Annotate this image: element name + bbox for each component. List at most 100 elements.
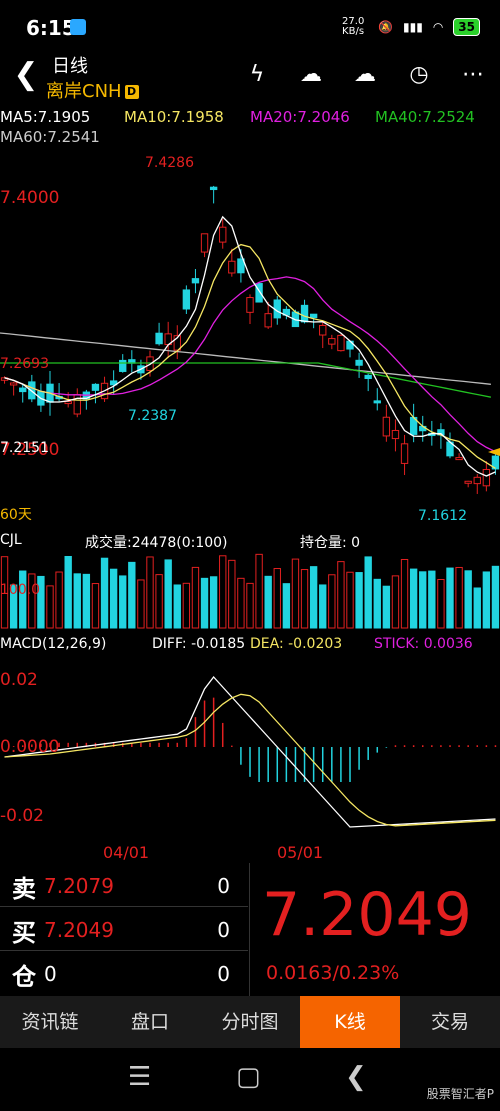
volume-bar [409,568,418,629]
low-annotation-1: 7.2387 [128,408,177,424]
ma5-line [4,215,496,477]
volume-bar [228,559,236,629]
macd-label: MACD(12,26,9) [0,636,107,652]
volume-bar [128,561,136,629]
position-row[interactable]: 仓 0 0 [0,951,248,994]
back-icon[interactable]: ❮ [13,57,39,92]
candlestick-chart[interactable] [0,148,500,528]
volume-bar [319,584,327,629]
bottom-tabs: 资讯链 盘口 分时图 K线 交易 [0,996,500,1048]
tab-intraday[interactable]: 分时图 [221,1011,279,1033]
sell-row[interactable]: 卖 7.2079 0 [0,863,248,907]
position-value: 0 [44,962,57,986]
volume-bar [273,568,281,629]
buy-key: 买 [12,919,36,947]
x-label-apr: 04/01 [103,843,150,862]
candle [400,443,409,464]
volume-bar [137,579,145,629]
buy-price: 7.2049 [44,918,114,942]
tab-orderbook[interactable]: 盘口 [130,1011,169,1033]
volume-bar [255,553,263,629]
macd-dea: DEA: -0.0203 [250,636,343,652]
divider [249,863,250,996]
ma60-line [0,332,491,385]
volume-bar [264,575,272,629]
candle [246,297,254,313]
menu-icon[interactable]: ☰ [128,1062,152,1092]
candle [209,186,218,191]
volume-bars [0,553,500,629]
candle [382,416,391,437]
volume-chart[interactable] [0,550,500,630]
volume-bar [209,576,218,629]
volume-bar [373,578,381,629]
volume-bar [219,555,227,629]
ma60-label: MA60:7.2541 [0,128,100,146]
tab-trade[interactable]: 交易 [430,1011,469,1033]
cloud-upload-icon[interactable]: ☁ [354,62,376,87]
volume-bar [73,573,81,629]
volume-bar [382,585,391,629]
volume-bar [237,577,245,629]
back-nav-icon[interactable]: ❮ [345,1062,367,1092]
play-store-icon [70,19,86,35]
ma20-line [4,276,496,453]
volume-bar [82,573,91,629]
candle [373,400,381,404]
candle [64,401,72,405]
ma20-label: MA20:7.2046 [250,108,350,126]
candle [309,313,318,319]
tab-kline[interactable]: K线 [300,996,400,1048]
price-change: 0.0163/0.23% [266,962,400,984]
candle [237,258,245,274]
macd-histogram [12,697,497,782]
wifi-icon: ◠ [432,20,444,34]
cloud-download-icon[interactable]: ☁ [300,62,322,87]
macd-chart[interactable] [0,655,500,840]
volume-bar [246,582,254,629]
buy-row[interactable]: 买 7.2049 0 [0,907,248,951]
sell-key: 卖 [12,875,36,903]
y-label-mid: 7.2693 [0,356,49,372]
volume-bar [191,566,200,629]
candle [182,289,191,310]
lightning-icon[interactable]: ϟ [249,62,265,87]
macd-y-mid: 0.0000 [0,737,60,757]
volume-bar [328,574,336,629]
volume-y-label: 100.0 [0,582,41,598]
volume-bar [282,583,291,629]
candle [19,387,27,393]
volume-bar [100,557,109,629]
candle [155,332,163,345]
candle [200,233,209,253]
candle [491,455,500,470]
candle [173,335,181,351]
candle [355,359,363,366]
y-label-low: 7.2500 [0,440,60,460]
mute-icon: 🔕 [378,20,393,34]
symbol-title[interactable]: 离岸CNH D [46,77,139,103]
volume-bar [173,584,181,629]
sell-price: 7.2079 [44,874,114,898]
volume-bar [64,555,72,629]
candle [319,324,327,336]
ma40-line [0,362,492,398]
signal-icon: ▮▮▮ [403,20,423,34]
macd-y-low: -0.02 [0,806,44,826]
candle [391,429,400,440]
volume-bar [0,556,9,629]
home-icon[interactable]: ▢ [236,1062,261,1092]
clock: 6:15 [26,16,76,40]
volume-bar [291,558,300,629]
more-icon[interactable]: ⋯ [462,62,484,87]
low-annotation-2: 7.1612 [418,508,467,524]
candle [73,394,81,415]
ma40-label: MA40:7.2524 [375,108,475,126]
tab-news[interactable]: 资讯链 [21,1011,79,1033]
clock-icon[interactable]: ◷ [409,62,429,87]
candle [300,304,309,323]
volume-bar [146,556,154,629]
macd-y-top: 0.02 [0,670,38,690]
period-title: 日线 [52,56,88,77]
candle [482,468,491,487]
